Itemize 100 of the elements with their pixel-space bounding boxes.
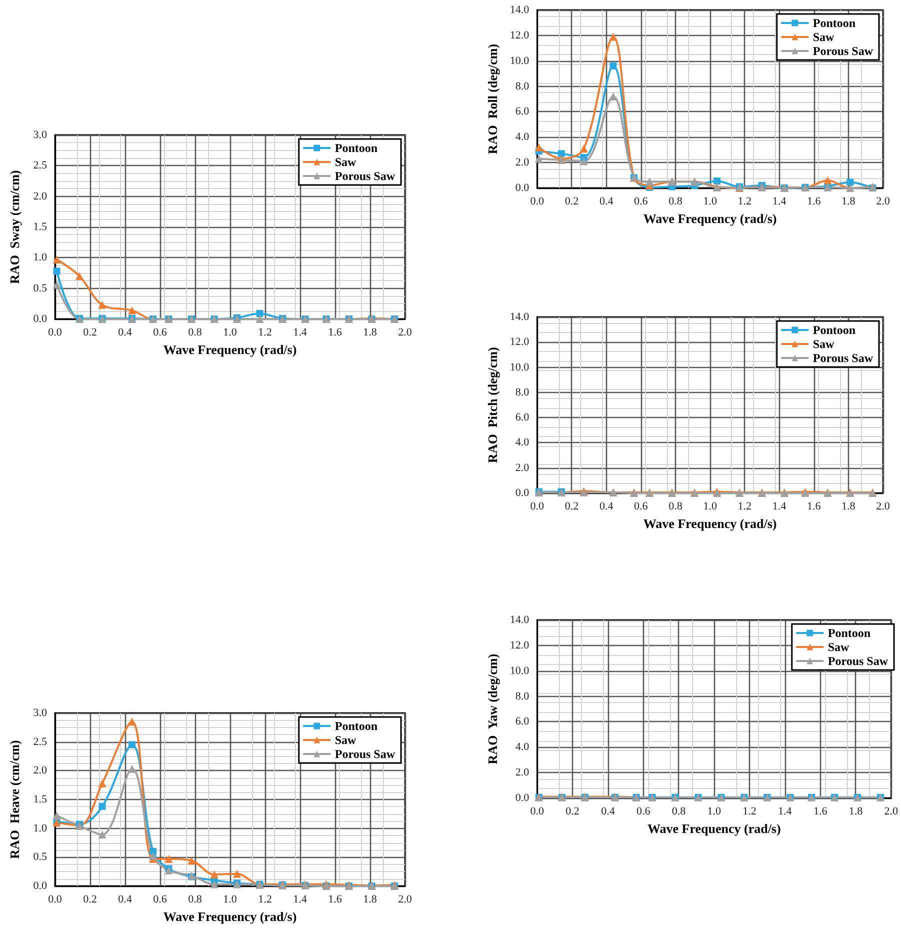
y-tick-label: 4.0	[515, 436, 530, 449]
y-tick-label: 0.5	[33, 851, 48, 864]
y-tick-label: 2.0	[515, 462, 530, 474]
legend-label: Saw	[334, 733, 357, 747]
legend-label: Porous Saw	[334, 169, 396, 183]
x-tick-label: 2.0	[398, 326, 412, 338]
point	[534, 143, 543, 152]
point	[256, 310, 264, 317]
point	[188, 856, 196, 865]
x-tick-label: 1.4	[772, 500, 787, 512]
point	[98, 779, 106, 788]
x-tick-label: 0.2	[83, 326, 97, 338]
x-tick-label: 1.6	[328, 894, 342, 906]
x-tick-label: 2.0	[876, 196, 890, 208]
x-tick-label: 0.8	[188, 326, 202, 338]
x-axis-title: Wave Frequency (rad/s)	[163, 342, 297, 357]
point	[646, 178, 654, 186]
x-tick-label: 1.2	[738, 196, 752, 208]
x-axis-title: Wave Frequency (rad/s)	[163, 909, 297, 924]
y-tick-label: 8.0	[515, 690, 530, 702]
y-tick-label: 0.0	[33, 313, 48, 325]
x-tick-label: 0.4	[118, 894, 132, 906]
y-axis-title: RAO Sway (cm/cm)	[7, 170, 22, 284]
y-tick-label: 0.0	[515, 487, 530, 499]
y-tick-label: 10.0	[510, 361, 530, 374]
x-tick-label: 0.8	[672, 806, 686, 818]
point	[52, 280, 61, 289]
y-tick-label: 6.0	[515, 412, 530, 424]
point	[609, 32, 618, 41]
x-tick-label: 2.0	[398, 894, 412, 906]
y-tick-label: 12.0	[510, 639, 530, 652]
y-tick-label: 1.0	[33, 822, 48, 834]
x-axis-title: Wave Frequency (rad/s)	[643, 516, 777, 531]
x-tick-label: 0.0	[48, 326, 62, 338]
y-tick-label: 2.5	[33, 160, 48, 172]
y-tick-label: 14.0	[510, 4, 530, 16]
legend-label: Pontoon	[828, 626, 871, 640]
y-tick-label: 3.0	[33, 129, 48, 141]
point	[846, 178, 854, 186]
legend-label: Porous Saw	[828, 654, 888, 668]
point	[164, 854, 173, 863]
point	[558, 150, 565, 158]
point	[824, 176, 832, 184]
y-axis-title: RAO Yaw (deg/cm)	[485, 654, 500, 764]
y-tick-label: 4.0	[515, 741, 530, 754]
y-tick-label: 3.0	[33, 707, 48, 719]
x-tick-label: 1.8	[363, 326, 378, 338]
x-tick-label: 2.0	[884, 806, 898, 818]
x-tick-label: 0.2	[566, 806, 580, 818]
y-tick-label: 0.0	[515, 792, 530, 804]
x-tick-label: 0.0	[530, 196, 545, 208]
x-tick-label: 2.0	[876, 500, 890, 512]
y-axis-title: RAO Heave (cm/cm)	[7, 740, 22, 859]
x-tick-label: 0.6	[636, 806, 651, 818]
point	[98, 830, 106, 839]
legend-label: Saw	[828, 640, 850, 654]
point	[98, 300, 106, 309]
legend-label: Pontoon	[334, 719, 378, 733]
x-tick-label: 0.4	[599, 500, 614, 512]
y-tick-label: 4.0	[515, 131, 530, 144]
x-tick-label: 0.0	[48, 894, 62, 906]
y-tick-label: 2.5	[33, 736, 48, 748]
point	[150, 848, 156, 855]
y-tick-label: 6.0	[515, 716, 530, 728]
y-tick-label: 0.5	[33, 282, 48, 294]
point	[610, 62, 617, 70]
y-tick-label: 1.5	[33, 794, 48, 806]
point	[52, 812, 61, 820]
x-tick-label: 1.8	[848, 806, 864, 818]
x-tick-label: 0.8	[668, 500, 683, 512]
point	[534, 154, 543, 163]
x-tick-label: 0.4	[599, 196, 614, 208]
y-tick-label: 1.5	[33, 221, 48, 233]
x-tick-label: 1.8	[363, 894, 378, 906]
x-tick-label: 1.8	[842, 196, 856, 208]
y-tick-label: 8.0	[515, 80, 530, 92]
y-tick-label: 2.0	[33, 764, 48, 777]
x-tick-label: 0.8	[668, 196, 683, 208]
y-tick-label: 14.0	[510, 311, 530, 323]
point	[233, 870, 241, 878]
point	[210, 880, 218, 888]
point	[53, 268, 60, 275]
legend-label: Saw	[334, 155, 357, 169]
x-tick-label: 1.6	[328, 326, 342, 338]
x-tick-label: 1.2	[258, 326, 272, 338]
y-tick-label: 1.0	[33, 252, 48, 264]
y-axis-title: RAO Pitch (deg/cm)	[485, 347, 500, 463]
x-tick-label: 1.4	[778, 806, 792, 818]
legend-label: Pontoon	[334, 141, 378, 155]
x-tick-label: 0.2	[564, 196, 579, 208]
x-tick-label: 1.0	[707, 806, 722, 818]
y-tick-label: 0.0	[33, 880, 48, 892]
x-tick-label: 1.2	[738, 500, 752, 512]
x-tick-label: 0.6	[634, 196, 648, 208]
x-tick-label: 1.6	[813, 806, 828, 818]
x-tick-label: 0.4	[118, 326, 132, 338]
x-tick-label: 1.8	[842, 500, 856, 512]
y-axis-title: RAO Roll (deg/cm)	[485, 44, 500, 154]
x-tick-label: 1.0	[223, 326, 238, 338]
legend-label: Saw	[812, 337, 835, 351]
